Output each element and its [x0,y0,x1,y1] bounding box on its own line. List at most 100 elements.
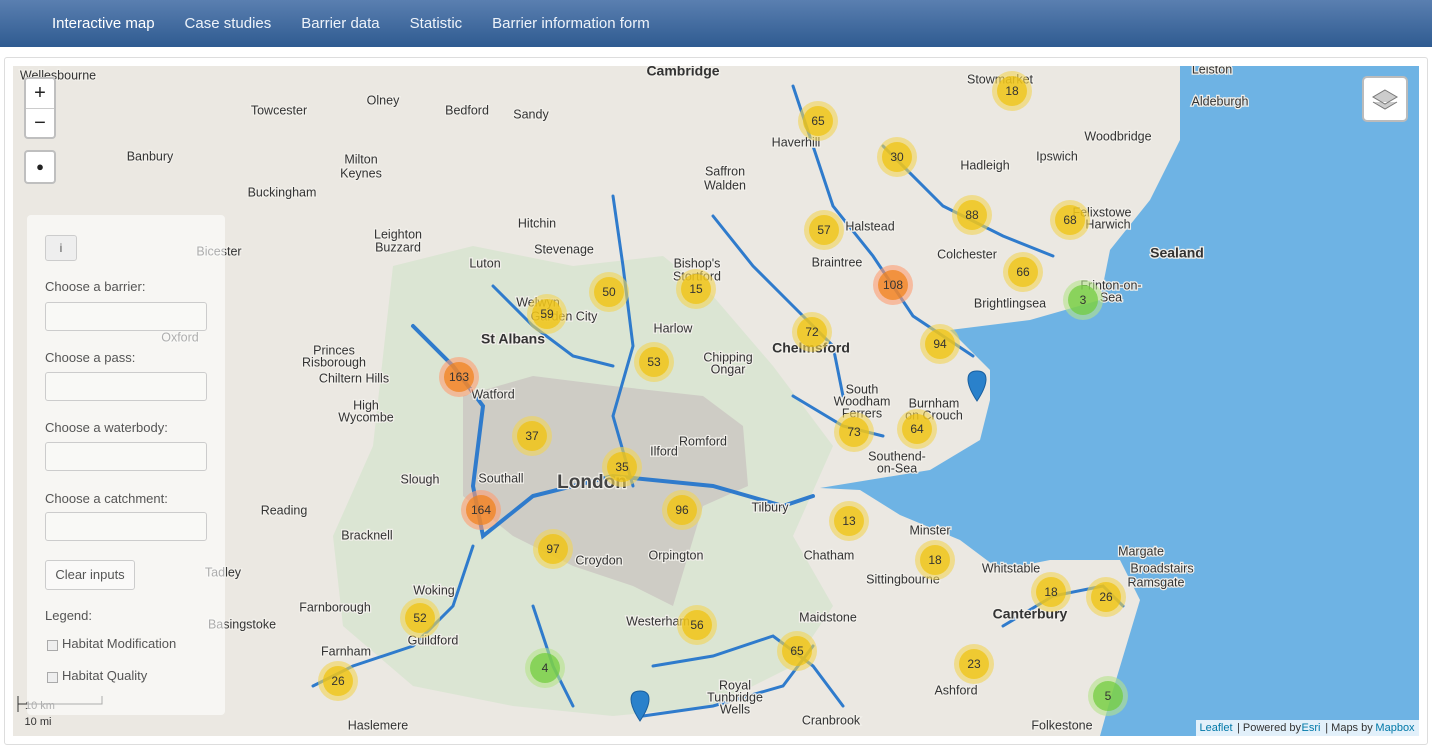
cluster[interactable]: 73 [834,412,874,452]
cluster[interactable]: 18 [915,540,955,580]
cluster[interactable]: 53 [634,342,674,382]
place-label: Ashford [934,683,977,697]
cluster[interactable]: 96 [662,490,702,530]
cluster[interactable]: 26 [1086,577,1126,617]
cluster[interactable]: 13 [829,501,869,541]
cluster[interactable]: 4 [525,648,565,688]
cluster-count: 96 [675,503,689,517]
place-label: Southend- [868,449,926,463]
info-button[interactable]: i [45,235,77,261]
cluster-count: 94 [933,337,947,351]
cluster[interactable]: 57 [804,210,844,250]
cluster-core [920,545,950,575]
cluster[interactable]: 65 [798,101,838,141]
cluster[interactable]: 164 [461,490,501,530]
place-label: Saffron [705,164,745,178]
cluster-count: 37 [525,429,539,443]
cluster-count: 59 [540,307,554,321]
nav-item[interactable]: Statistic [409,15,463,32]
cluster-core [809,215,839,245]
nav-item[interactable]: Interactive map [52,15,155,32]
place-label: Sandy [513,107,549,121]
river [651,634,845,708]
cluster-count: 26 [1099,590,1113,604]
cluster[interactable]: 88 [952,195,992,235]
cluster[interactable]: 97 [533,529,573,569]
label: Choose a pass: [45,350,136,365]
cluster[interactable]: 59 [527,294,567,334]
place-label: Ongar [711,362,746,376]
waterbody-select[interactable] [45,442,207,471]
cluster-core [1068,285,1098,315]
checkbox[interactable] [47,640,58,651]
cluster[interactable]: 5 [1088,676,1128,716]
cluster[interactable]: 108 [873,265,913,305]
place-label: South [846,382,879,396]
cluster-count: 66 [1016,265,1030,279]
cluster[interactable]: 18 [992,71,1032,111]
cluster-count: 68 [1063,213,1077,227]
place-label: Princes [313,343,355,357]
cluster-count: 72 [805,325,819,339]
attribution-link[interactable]: Esri [1302,722,1321,734]
cluster[interactable]: 72 [792,312,832,352]
attribution-link[interactable]: Mapbox [1375,722,1415,734]
attribution-link[interactable]: Leaflet [1199,722,1232,734]
place-label: Halstead [845,219,894,233]
place-label: Reading [261,503,308,517]
cluster[interactable]: 15 [676,269,716,309]
cluster[interactable]: 64 [897,409,937,449]
cluster[interactable]: 37 [512,416,552,456]
attribution-text: | Maps by [1325,722,1373,734]
cluster-core [1036,577,1066,607]
cluster-core [803,106,833,136]
place-label: Farnborough [299,600,371,614]
cluster[interactable]: 50 [589,272,629,312]
zoom-out[interactable]: − [34,112,46,134]
cluster-core [405,603,435,633]
marker-pin[interactable] [967,370,987,402]
nav-item[interactable]: Barrier information form [492,15,650,32]
cluster-count: 52 [413,611,427,625]
cluster-core [782,636,812,666]
cluster[interactable]: 18 [1031,572,1071,612]
cluster[interactable]: 35 [602,447,642,487]
zoom-in[interactable]: + [26,79,54,109]
label: Choose a waterbody: [45,420,168,435]
place-label: Orpington [649,548,704,562]
cluster-count: 65 [811,114,825,128]
place-label: Romford [679,434,727,448]
nav-item[interactable]: Case studies [184,15,272,32]
cluster-core [1008,257,1038,287]
cluster[interactable]: 56 [677,605,717,645]
clear-button[interactable]: Clear inputs [45,560,135,590]
pass-select[interactable] [45,372,207,401]
barrier-select[interactable] [45,302,207,331]
cluster[interactable]: 3 [1063,280,1103,320]
cluster[interactable]: 26 [318,661,358,701]
place-label: Ilford [650,444,678,458]
place-label: Minster [910,523,951,537]
catchment-select[interactable] [45,512,207,541]
marker-pin[interactable] [630,690,650,722]
cluster-core [532,299,562,329]
locate-button[interactable]: ● [24,150,56,184]
cluster[interactable]: 23 [954,644,994,684]
nav-item[interactable]: Barrier data [301,15,380,32]
checkbox[interactable] [47,672,58,683]
cluster[interactable]: 30 [877,137,917,177]
cluster[interactable]: 163 [439,357,479,397]
cluster[interactable]: 65 [777,631,817,671]
cluster-core [444,362,474,392]
cluster[interactable]: 66 [1003,252,1043,292]
cluster-core [682,610,712,640]
place-label: Keynes [340,166,382,180]
cluster-count: 18 [928,553,942,567]
cluster-count: 163 [449,370,469,384]
cluster[interactable]: 68 [1050,200,1090,240]
scale-mi: 10 mi [25,716,52,728]
cluster[interactable]: 52 [400,598,440,638]
river [711,214,845,398]
cluster[interactable]: 94 [920,324,960,364]
place-label: Farnham [321,644,371,658]
